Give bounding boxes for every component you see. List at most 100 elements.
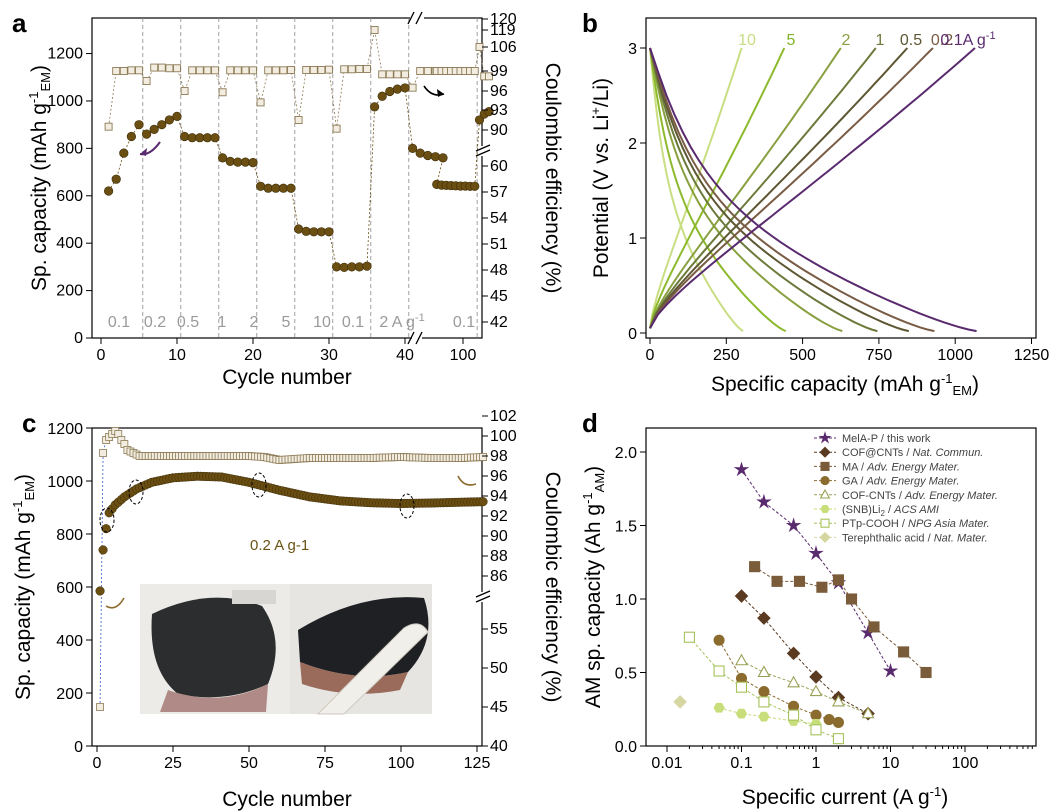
d-ytick-label-2.0: 2.0: [615, 445, 637, 462]
d-point-4-0: [735, 653, 748, 666]
ce-point-41: [416, 67, 425, 75]
capacity-point-41: [415, 148, 425, 158]
c-y2tick-label-92: 92: [490, 508, 508, 525]
c-capacity-point-1: [98, 545, 108, 555]
capacity-point-26: [301, 226, 311, 236]
a-xtick-label-100: 100: [450, 347, 477, 364]
c-y2tick-label-100: 100: [490, 428, 517, 445]
a-y2tick-label-119: 119: [490, 22, 516, 39]
ce-point-31: [340, 65, 349, 74]
ce-point-37: [385, 70, 394, 79]
d-legend-label-0: MelA-P / this work: [842, 433, 931, 445]
charge-curve-0.1: [649, 47, 976, 329]
ce-point-5: [142, 77, 151, 85]
ce-point-33: [355, 64, 364, 73]
c-ytick-label-600: 600: [56, 580, 83, 597]
ce-point-3: [127, 66, 136, 75]
c-ce-point-1: [99, 449, 107, 457]
d-point-2-7: [898, 646, 910, 658]
ce-point-29: [325, 65, 333, 74]
d-point-0-3: [808, 545, 824, 561]
a-y2tick-label-57: 57: [490, 184, 508, 201]
capacity-point-36: [377, 91, 387, 101]
c-ybreak-1: [475, 595, 491, 603]
panel-d-letter: d: [582, 408, 598, 438]
panel-b-ticks: 0 250 500 750 1000 1250 0 1 2 3: [628, 41, 1049, 364]
ce-point-1: [112, 67, 121, 75]
a-segment-label-2: 0.5: [177, 314, 199, 331]
ce-point-2: [119, 67, 128, 75]
panel-c-y2label: Coulombic efficiency (%): [541, 472, 564, 703]
b-xtick-label-1250: 1250: [1014, 347, 1050, 364]
panel-c-xlabel: Cycle number: [222, 788, 352, 811]
panel-a-ticks: 0 10 20 30 40 1000200400600800100012004245485…: [47, 11, 516, 364]
d-point-5-2: [758, 711, 770, 722]
ce-point-7: [157, 63, 166, 72]
a-segment-label-6: 10: [313, 314, 331, 331]
ce-point-35: [370, 26, 379, 34]
d-point-3-4: [810, 709, 822, 721]
d-point-1-0: [734, 589, 749, 603]
d-series-line-1: [741, 595, 869, 715]
capacity-point-8: [164, 115, 174, 125]
d-point-2-0: [749, 561, 761, 573]
panel-d-legend: MelA-P / this work COF@CNTs / Nat. Commun…: [814, 431, 998, 544]
ce-point-23: [279, 66, 288, 75]
d-legend-marker-0: [818, 431, 832, 444]
ce-point-56: [485, 72, 493, 81]
b-current-label-2: 2: [842, 32, 851, 49]
panel-c-letter: c: [22, 408, 36, 438]
panel-c-marks: [95, 427, 488, 711]
capacity-point-30: [332, 262, 342, 272]
d-point-0-6: [882, 662, 899, 678]
c-xtick-label-50: 50: [240, 755, 258, 772]
a-ytick-label-200: 200: [56, 283, 83, 300]
c-y2tick-label-96: 96: [490, 468, 508, 485]
arrow-head-right: [437, 89, 444, 97]
ce-point-12: [195, 66, 204, 75]
c-ytick-label-400: 400: [56, 633, 83, 650]
capacity-point-20: [256, 181, 266, 191]
panel-a-plot-frame: [91, 17, 483, 339]
capacity-point-38: [392, 84, 403, 94]
a-xbreak-1: [407, 331, 415, 345]
ce-point-32: [347, 65, 356, 74]
panel-d-marks: [673, 461, 932, 745]
panel-d-xlabel: Specific current (A g-1): [742, 784, 948, 809]
a-segment-label-1: 0.2: [144, 314, 166, 331]
ce-point-30: [332, 124, 341, 133]
discharge-curve-0.5: [649, 47, 910, 333]
capacity-point-1: [111, 174, 121, 184]
c-ybreak-2: [475, 590, 491, 598]
a-xbreak-4: [415, 11, 423, 25]
c-y2tick-label-40: 40: [490, 738, 508, 755]
c-xtick-label-25: 25: [164, 755, 182, 772]
d-point-6-2: [735, 681, 748, 693]
c-y2tick-label-102: 102: [490, 408, 517, 425]
b-current-label-3: 1: [876, 32, 885, 49]
d-point-2-1: [771, 575, 783, 587]
capacity-point-5: [142, 129, 152, 139]
photo-inset-left: [140, 584, 290, 714]
d-point-4-5: [861, 706, 875, 719]
d-point-0-0: [733, 461, 750, 477]
d-ytick-label-1.0: 1.0: [615, 592, 637, 609]
panel-d-ylabel: AM sp. capacity (Ah g-1AM): [580, 466, 607, 708]
capacity-point-34: [362, 261, 372, 271]
panel-a-y2label: Coulombic efficiency (%): [541, 63, 564, 294]
d-ytick-label-0.0: 0.0: [615, 739, 637, 756]
a-y2tick-label-42: 42: [490, 314, 508, 331]
d-point-4-1: [757, 665, 771, 678]
c-y2tick-label-45: 45: [490, 699, 508, 716]
d-xtick-label-10: 10: [882, 755, 900, 772]
d-legend-marker-2: [820, 461, 830, 471]
ce-point-36: [378, 70, 387, 79]
d-point-3-0: [713, 634, 725, 646]
discharge-curve-0.1: [649, 47, 977, 333]
c-ytick-label-1000: 1000: [47, 474, 83, 491]
panel-c-ylabel: Sp. capacity (mAh g-1EM): [10, 474, 37, 700]
capacity-point-7: [157, 120, 167, 130]
a-y2tick-label-45: 45: [490, 288, 508, 305]
a-segment-label-0: 0.1: [108, 314, 130, 331]
